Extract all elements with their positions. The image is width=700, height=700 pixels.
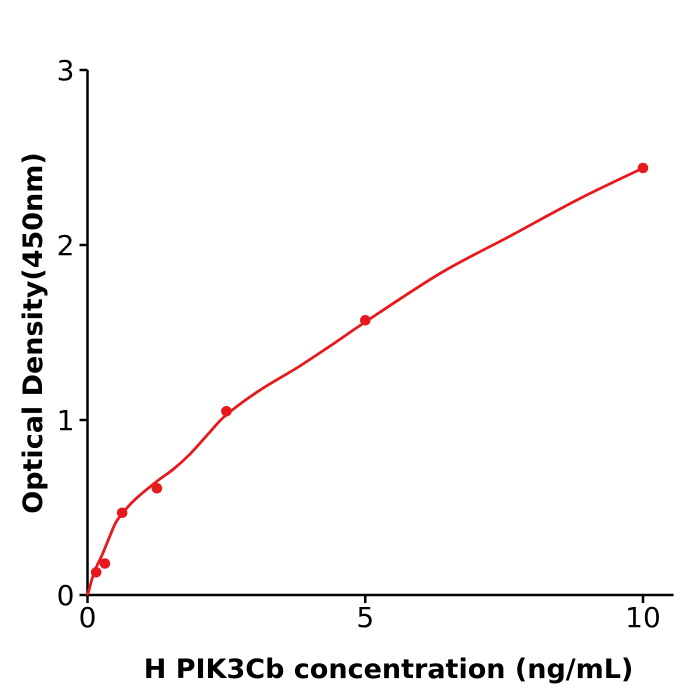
x-axis-title: H PIK3Cb concentration (ng/mL) [144,654,634,685]
data-point-marker [151,483,163,494]
y-axis-title: Optical Density(450nm) [18,152,49,514]
data-point-marker [90,567,102,578]
data-point-marker [116,507,128,519]
data-point-marker [360,315,371,326]
y-tick-label: 3 [57,54,75,87]
data-point-marker [637,162,649,174]
fitted-curve [86,166,645,596]
data-point-marker [99,558,111,569]
x-tick-label: 10 [625,601,661,634]
data-point-marker [221,406,232,417]
x-tick-label: 0 [79,601,97,634]
y-tick-label: 1 [57,404,75,437]
y-tick-label: 2 [57,229,75,262]
y-tick-label: 0 [57,579,75,612]
x-tick-label: 5 [356,601,374,634]
